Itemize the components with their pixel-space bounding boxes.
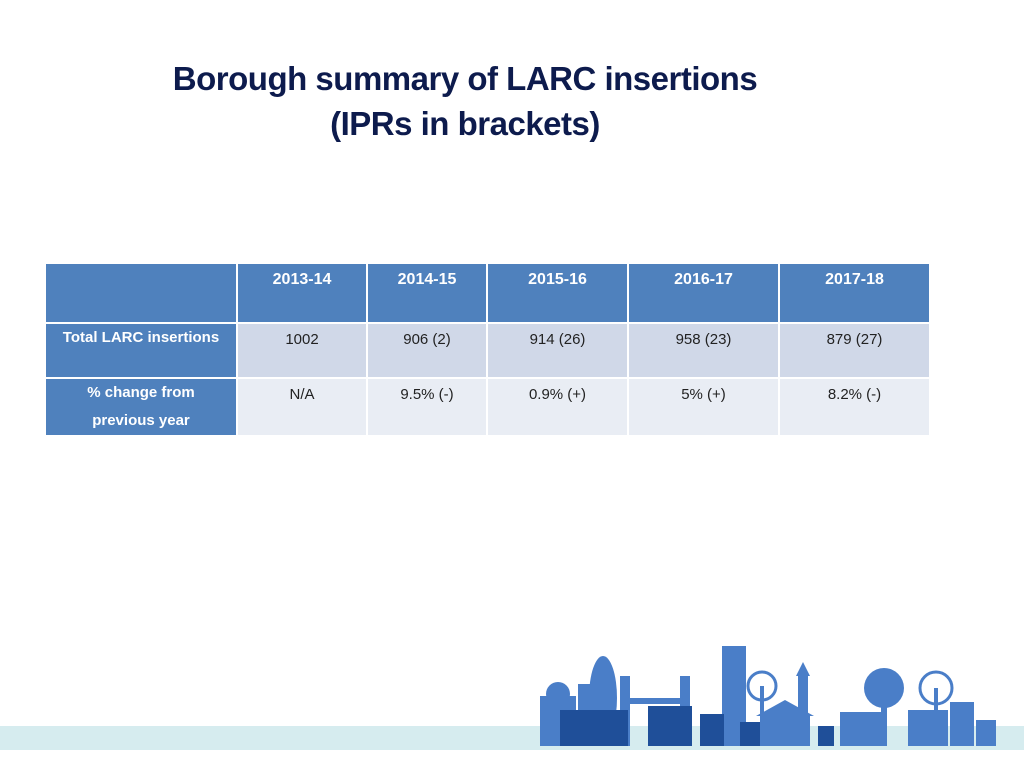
header-2013-14: 2013-14 <box>238 264 366 322</box>
header-empty-cell <box>46 264 236 322</box>
title-line-2: (IPRs in brackets) <box>330 105 600 142</box>
table-cell: 5% (+) <box>629 379 778 435</box>
table-cell: 914 (26) <box>488 324 627 377</box>
row-label-line-1: % change from <box>87 384 195 401</box>
larc-summary-table: 2013-14 2014-15 2015-16 2016-17 2017-18 … <box>44 262 931 437</box>
table-cell: N/A <box>238 379 366 435</box>
table-cell: 1002 <box>238 324 366 377</box>
table-cell: 8.2% (-) <box>780 379 929 435</box>
table-cell: 9.5% (-) <box>368 379 486 435</box>
table-row: % change from previous year N/A 9.5% (-)… <box>46 379 929 435</box>
table-cell: 958 (23) <box>629 324 778 377</box>
row-label-line-2: previous year <box>92 412 190 429</box>
table-cell: 0.9% (+) <box>488 379 627 435</box>
header-2015-16: 2015-16 <box>488 264 627 322</box>
header-2016-17: 2016-17 <box>629 264 778 322</box>
title-line-1: Borough summary of LARC insertions <box>172 60 758 97</box>
row-label-percent-change: % change from previous year <box>46 379 236 435</box>
table-header-row: 2013-14 2014-15 2015-16 2016-17 2017-18 <box>46 264 929 322</box>
slide-title: Borough summary of LARC insertions (IPRs… <box>0 56 930 146</box>
table-row: Total LARC insertions 1002 906 (2) 914 (… <box>46 324 929 377</box>
table-cell: 906 (2) <box>368 324 486 377</box>
table-cell: 879 (27) <box>780 324 929 377</box>
skyline-buildings-front <box>560 706 834 746</box>
city-skyline-icon <box>0 646 1024 750</box>
header-2017-18: 2017-18 <box>780 264 929 322</box>
row-label-total-larc: Total LARC insertions <box>46 324 236 377</box>
header-2014-15: 2014-15 <box>368 264 486 322</box>
